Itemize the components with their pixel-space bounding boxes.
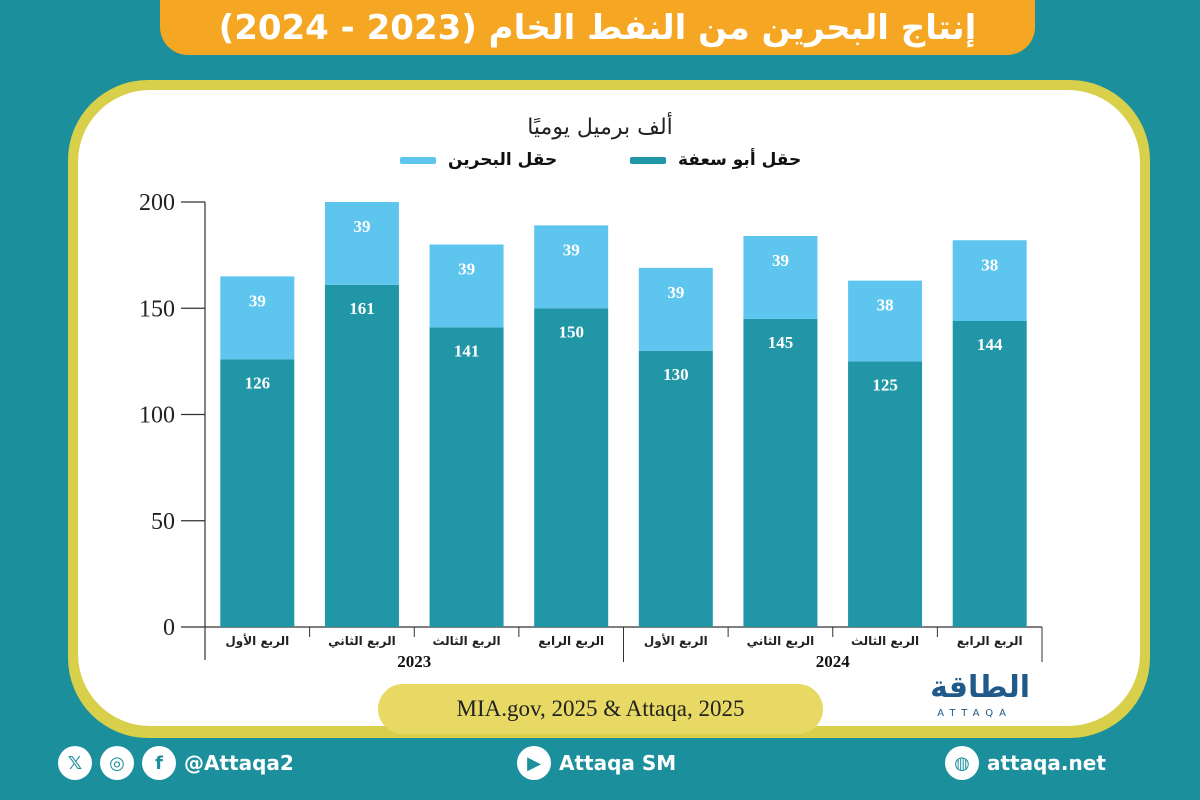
- x-tick-label: الربع الثاني: [747, 634, 815, 648]
- bar-bahrain-field: [743, 236, 818, 319]
- bar-bahrain-field: [429, 244, 504, 328]
- data-label-bahrain-field: 38: [981, 255, 998, 274]
- x-tick-label: الربع الرابع: [538, 634, 604, 648]
- data-label-abu-saafa: 126: [245, 373, 271, 392]
- data-label-bahrain-field: 39: [563, 240, 580, 259]
- legend-abu-saafa-swatch: [630, 156, 666, 164]
- bar-abu-saafa: [324, 284, 399, 627]
- y-tick-label: 200: [139, 190, 175, 216]
- x-tick-label: الربع الأول: [644, 633, 708, 649]
- website-link[interactable]: attaqa.net: [987, 751, 1106, 775]
- bar-bahrain-field: [534, 225, 609, 309]
- data-label-abu-saafa: 150: [558, 322, 584, 341]
- logo-latin: ATTAQA: [937, 708, 1012, 719]
- instagram-icon[interactable]: ◎: [100, 746, 134, 780]
- x-tick-label: الربع الثاني: [328, 634, 396, 648]
- bar-abu-saafa: [952, 321, 1027, 627]
- bar-abu-saafa: [848, 361, 923, 627]
- facebook-icon[interactable]: f: [142, 746, 176, 780]
- bar-bahrain-field: [324, 202, 399, 285]
- bar-bahrain-field: [952, 240, 1027, 321]
- x-group-label: 2023: [397, 652, 431, 671]
- legend-abu-saafa-label: حقل أبو سعفة: [678, 150, 802, 170]
- bar-bahrain-field: [848, 280, 923, 362]
- x-tick-label: الربع الرابع: [957, 634, 1023, 648]
- source-pill: MIA.gov, 2025 & Attaqa, 2025: [378, 684, 823, 734]
- social-handle[interactable]: @Attaqa2: [184, 751, 294, 775]
- data-label-abu-saafa: 144: [977, 335, 1003, 354]
- bar-abu-saafa: [638, 350, 713, 627]
- y-tick-label: 0: [163, 615, 175, 641]
- bar-abu-saafa: [220, 359, 295, 627]
- bar-abu-saafa: [429, 327, 504, 627]
- attaqa-logo: الطاقة ATTAQA: [880, 670, 1030, 725]
- data-label-bahrain-field: 39: [249, 291, 266, 310]
- bar-abu-saafa: [743, 318, 818, 627]
- data-label-abu-saafa: 145: [768, 333, 794, 352]
- x-group-label: 2024: [816, 652, 851, 671]
- x-tick-label: الربع الثالث: [851, 634, 919, 648]
- data-label-abu-saafa: 125: [872, 375, 898, 394]
- data-label-bahrain-field: 38: [877, 296, 894, 315]
- data-label-bahrain-field: 39: [458, 260, 475, 279]
- unit-label: ألف برميل يوميًا: [527, 115, 673, 140]
- data-label-abu-saafa: 130: [663, 365, 689, 384]
- x-icon[interactable]: 𝕏: [58, 746, 92, 780]
- youtube-icon[interactable]: ▶: [517, 746, 551, 780]
- data-label-bahrain-field: 39: [667, 283, 684, 302]
- bar-bahrain-field: [220, 276, 295, 360]
- legend-abu-saafa: حقل أبو سعفة: [630, 150, 801, 170]
- legend-bahrain-field: حقل البحرين: [400, 150, 557, 170]
- legend-bahrain-field-label: حقل البحرين: [448, 150, 558, 170]
- youtube-handle[interactable]: Attaqa SM: [559, 751, 677, 775]
- logo-arabic: الطاقة: [930, 670, 1030, 705]
- bar-abu-saafa: [534, 308, 609, 627]
- source-text: MIA.gov, 2025 & Attaqa, 2025: [456, 696, 745, 721]
- y-tick-label: 50: [151, 509, 175, 535]
- x-tick-label: الربع الثالث: [432, 634, 500, 648]
- footer-youtube: ▶ Attaqa SM: [517, 745, 676, 781]
- footer-social: 𝕏 ◎ f @Attaqa2: [58, 745, 294, 781]
- page-title: إنتاج البحرين من النفط الخام (2023 - 202…: [218, 7, 977, 48]
- data-label-bahrain-field: 39: [353, 217, 370, 236]
- globe-icon[interactable]: ◍: [945, 746, 979, 780]
- bar-bahrain-field: [638, 267, 713, 351]
- data-label-abu-saafa: 141: [454, 341, 480, 360]
- footer-website: ◍ attaqa.net: [945, 745, 1106, 781]
- x-tick-label: الربع الأول: [225, 633, 289, 649]
- data-label-abu-saafa: 161: [349, 299, 375, 318]
- title-banner: إنتاج البحرين من النفط الخام (2023 - 202…: [160, 0, 1035, 55]
- y-tick-label: 150: [139, 296, 175, 322]
- y-tick-label: 100: [139, 403, 175, 429]
- legend-bahrain-field-swatch: [400, 156, 436, 164]
- data-label-bahrain-field: 39: [772, 251, 789, 270]
